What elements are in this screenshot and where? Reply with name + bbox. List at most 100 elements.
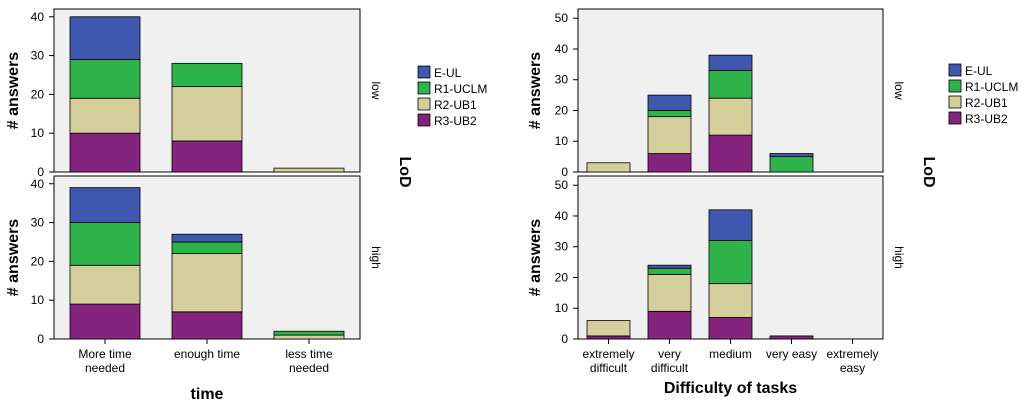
legend-swatch-r1-uclm xyxy=(948,79,962,93)
bar-segment-r3-ub2 xyxy=(647,153,692,173)
x-tick-label: extremely easy xyxy=(826,347,878,375)
bar-segment-r1-uclm xyxy=(69,222,141,266)
y-tick-label: 30 xyxy=(31,49,45,63)
chart-time: 0 10 20 30 40 low # answers 0 10 20 30 40 high # answ… xyxy=(5,8,487,401)
y-tick-label: 40 xyxy=(31,10,45,24)
x-axis-label: Difficulty of tasks xyxy=(664,380,797,397)
y-tick-label: 10 xyxy=(31,293,45,307)
x-axis-label: time xyxy=(191,386,224,401)
x-tick-label-line: difficult xyxy=(590,361,628,375)
bar-segment-r1-uclm xyxy=(708,70,753,99)
y-tick-label: 0 xyxy=(37,165,44,179)
y-tick-label: 30 xyxy=(555,73,569,87)
legend-swatch-e-ul xyxy=(417,65,431,79)
bar-segment-r1-uclm xyxy=(273,330,345,336)
bar-segment-r1-uclm xyxy=(647,110,692,118)
y-tick-label: 20 xyxy=(555,103,569,117)
y-axis-label: # answers xyxy=(5,219,22,296)
bar-segment-r2-ub1 xyxy=(586,320,631,337)
y-tick-label: 40 xyxy=(555,42,569,56)
y-axis-label: # answers xyxy=(5,52,22,129)
bar-segment-e-ul xyxy=(769,153,814,158)
y-tick-label: 40 xyxy=(555,209,569,223)
x-tick-label-line: medium xyxy=(709,347,752,361)
y-tick-label: 0 xyxy=(561,165,568,179)
bar-segment-r2-ub1 xyxy=(273,334,345,340)
y-tick-label: 10 xyxy=(555,301,569,315)
bar-segment-r3-ub2 xyxy=(769,335,814,340)
legend-swatch-e-ul xyxy=(948,63,962,77)
legend-label: R1-UCLM xyxy=(965,80,1018,94)
bar-segment-r2-ub1 xyxy=(171,86,243,142)
panel-low: 0 10 20 30 40 low # answers xyxy=(5,8,383,179)
bar-segment-e-ul xyxy=(69,16,141,60)
facet-label: low xyxy=(892,81,906,99)
y-tick-label: 0 xyxy=(561,332,568,346)
bar-segment-e-ul xyxy=(647,264,692,269)
bar-segment-r3-ub2 xyxy=(171,311,243,340)
bar-segment-r2-ub1 xyxy=(708,97,753,136)
legend-label: E-UL xyxy=(434,66,462,80)
y-tick-label: 50 xyxy=(555,178,569,192)
bar-segment-r3-ub2 xyxy=(647,310,692,340)
bar-segment-r1-uclm xyxy=(769,156,814,173)
bar-segment-r2-ub1 xyxy=(647,116,692,154)
bar-segment-r1-uclm xyxy=(708,240,753,285)
bar-segment-r2-ub1 xyxy=(171,253,243,313)
panel-high: 0 10 20 30 40 50 high # answers xyxy=(527,175,906,346)
y-tick-label: 30 xyxy=(555,240,569,254)
bar-segment-r3-ub2 xyxy=(708,317,753,340)
legend-label: R3-UB2 xyxy=(434,114,477,128)
bar-segment-e-ul xyxy=(708,209,753,241)
bar-segment-r2-ub1 xyxy=(273,167,345,173)
bar-segment-e-ul xyxy=(647,94,692,111)
x-tick-label-line: More time xyxy=(78,347,132,361)
y-axis-label: # answers xyxy=(527,219,544,296)
x-tick-label-line: needed xyxy=(85,361,125,375)
y-tick-label: 50 xyxy=(555,11,569,25)
legend-swatch-r1-uclm xyxy=(417,81,431,95)
bar-segment-e-ul xyxy=(171,233,243,243)
x-tick-label-line: easy xyxy=(840,361,865,375)
facet-axis-label: LoD xyxy=(396,156,413,187)
legend-swatch-r2-ub1 xyxy=(417,97,431,111)
x-tick-label-line: very easy xyxy=(766,347,817,361)
y-tick-label: 10 xyxy=(31,126,45,140)
y-tick-label: 0 xyxy=(37,332,44,346)
bar-segment-r2-ub1 xyxy=(708,283,753,318)
x-tick-label: extremely difficult xyxy=(582,347,634,375)
bar-segment-r3-ub2 xyxy=(586,335,631,340)
bar-segment-r3-ub2 xyxy=(171,140,243,173)
x-tick-label-line: less time xyxy=(285,347,333,361)
panel-low: 0 10 20 30 40 50 low # answers xyxy=(527,8,906,179)
bar-segment-r2-ub1 xyxy=(586,162,631,173)
legend-label: E-UL xyxy=(965,64,993,78)
x-tick-label: enough time xyxy=(174,347,240,361)
bar-segment-r2-ub1 xyxy=(647,274,692,312)
x-tick-label-line: needed xyxy=(289,361,329,375)
bar-segment-r3-ub2 xyxy=(69,303,141,340)
x-tick-label: less time needed xyxy=(285,347,333,375)
legend: E-UL R1-UCLM R2-UB1 R3-UB2 xyxy=(417,65,487,128)
x-tick-label-line: difficult xyxy=(651,361,689,375)
bar-segment-r1-uclm xyxy=(171,62,243,88)
bar-segment-r1-uclm xyxy=(69,59,141,99)
y-axis-label: # answers xyxy=(527,52,544,129)
x-tick-label-line: extremely xyxy=(582,347,634,361)
bar-segment-e-ul xyxy=(708,54,753,71)
legend-label: R2-UB1 xyxy=(434,98,477,112)
y-tick-label: 20 xyxy=(31,87,45,101)
x-tick-label: More time needed xyxy=(78,347,132,375)
legend-label: R3-UB2 xyxy=(965,112,1008,126)
x-tick-label-line: very xyxy=(658,347,681,361)
x-tick-label: very easy xyxy=(766,347,817,361)
y-tick-label: 40 xyxy=(31,177,45,191)
bar-segment-r1-uclm xyxy=(647,267,692,275)
chart-difficulty: 0 10 20 30 40 50 low # answers 0 10 20 30 40 50 high # … xyxy=(527,8,1018,397)
facet-label: low xyxy=(369,81,383,99)
y-tick-label: 20 xyxy=(31,254,45,268)
legend-label: R1-UCLM xyxy=(434,82,487,96)
y-tick-label: 20 xyxy=(555,270,569,284)
x-tick-label-line: enough time xyxy=(174,347,240,361)
